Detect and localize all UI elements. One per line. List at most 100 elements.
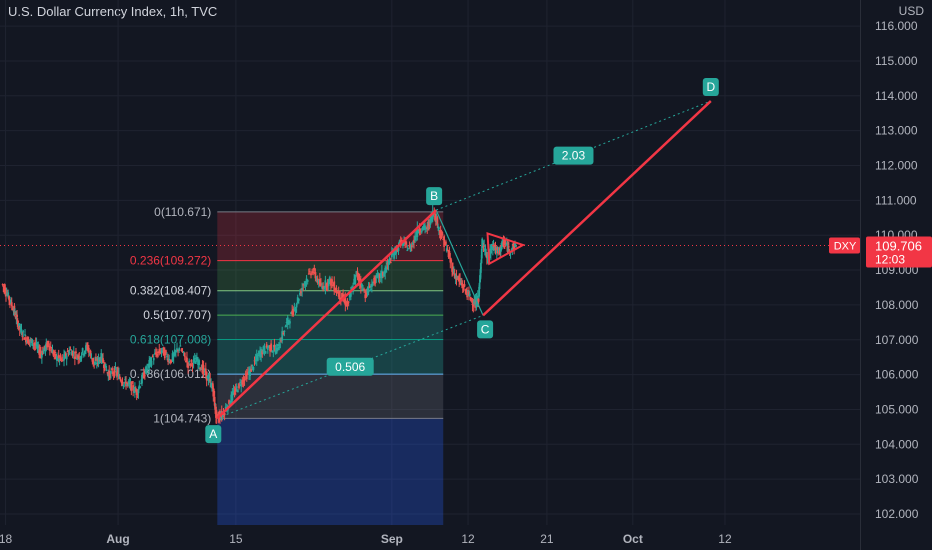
candle-body bbox=[356, 271, 359, 278]
candle-body bbox=[283, 330, 286, 333]
candle-body bbox=[80, 355, 83, 359]
candle-body bbox=[291, 310, 294, 315]
candle-body bbox=[246, 372, 249, 374]
candle-body bbox=[463, 284, 466, 287]
fib-level-label: 0.786(106.012) bbox=[130, 367, 211, 381]
candle-body bbox=[377, 273, 380, 278]
candle-body bbox=[443, 236, 446, 247]
candle-body bbox=[201, 364, 204, 374]
candle-body bbox=[419, 231, 422, 233]
symbol-tag-box[interactable] bbox=[829, 237, 860, 254]
candle-body bbox=[389, 262, 392, 264]
candle-body bbox=[496, 247, 499, 251]
candle-body bbox=[171, 353, 174, 361]
candle-body bbox=[407, 248, 410, 250]
candle-body bbox=[321, 286, 323, 289]
candle-body bbox=[256, 354, 259, 361]
candle-body bbox=[290, 312, 292, 314]
point-label-d: D bbox=[706, 80, 715, 94]
candle-body bbox=[417, 229, 420, 234]
candle-body bbox=[25, 337, 27, 343]
candle-body bbox=[57, 354, 60, 358]
candle-body bbox=[375, 274, 378, 279]
candle-body bbox=[56, 359, 59, 361]
candle-body bbox=[234, 388, 237, 392]
candle-body bbox=[248, 371, 250, 375]
candle-body bbox=[233, 392, 236, 395]
candle-body bbox=[273, 344, 276, 348]
candle-body bbox=[345, 303, 348, 307]
candle-body bbox=[505, 242, 508, 244]
candle-body bbox=[379, 273, 382, 278]
candle-body bbox=[48, 346, 51, 351]
candle-body bbox=[77, 355, 80, 359]
candle-body bbox=[243, 379, 246, 382]
currency-label[interactable]: USD bbox=[898, 4, 924, 18]
candle-body bbox=[168, 358, 171, 361]
candle-body bbox=[411, 242, 414, 245]
candle-body bbox=[384, 267, 387, 274]
candle-body bbox=[146, 368, 148, 371]
candle-body bbox=[149, 357, 152, 363]
candle-body bbox=[141, 375, 143, 384]
candle-body bbox=[244, 373, 247, 376]
candle-body bbox=[113, 368, 116, 376]
candle-body bbox=[400, 239, 403, 242]
candle-body bbox=[303, 283, 306, 285]
candle-body bbox=[260, 349, 263, 357]
candle-body bbox=[1, 284, 4, 286]
candle-body bbox=[404, 240, 407, 243]
candle-body bbox=[450, 259, 453, 263]
candle-body bbox=[75, 351, 77, 354]
candle-body bbox=[222, 413, 225, 417]
candle-body bbox=[239, 381, 242, 383]
candle-body bbox=[462, 287, 465, 291]
candle-body bbox=[150, 360, 153, 366]
candle-body bbox=[332, 284, 335, 287]
candle-body bbox=[361, 284, 363, 287]
candle-body bbox=[307, 273, 310, 275]
y-axis-tick-label: 115.000 bbox=[875, 54, 918, 68]
candle-body bbox=[191, 364, 194, 367]
candle-body bbox=[495, 247, 498, 254]
candle-body bbox=[366, 288, 369, 293]
candle-body bbox=[286, 317, 289, 325]
candle-body bbox=[380, 270, 383, 279]
candle-body bbox=[328, 276, 331, 281]
candle-body bbox=[513, 243, 516, 250]
candle-body bbox=[505, 244, 508, 246]
y-axis-tick-label: 108.000 bbox=[875, 298, 919, 312]
candle-body bbox=[209, 378, 212, 382]
candle-body bbox=[416, 226, 419, 237]
candle-body bbox=[193, 358, 196, 360]
x-axis-tick-label: 21 bbox=[540, 532, 554, 546]
candle-body bbox=[441, 232, 444, 236]
candle-body bbox=[85, 345, 87, 351]
candle-body bbox=[122, 384, 125, 386]
candle-body bbox=[418, 228, 421, 231]
candle-body bbox=[306, 279, 309, 282]
candle-body bbox=[371, 283, 373, 287]
candle-body bbox=[285, 322, 288, 324]
candle-body bbox=[68, 350, 71, 354]
candle-body bbox=[392, 253, 394, 255]
candle-body bbox=[245, 373, 248, 380]
candle-body bbox=[362, 288, 364, 291]
symbol-tag-label: DXY bbox=[834, 240, 857, 252]
candle-body bbox=[153, 353, 156, 355]
candle-body bbox=[271, 351, 274, 353]
ratio-label-ac-box bbox=[326, 357, 374, 376]
candle-body bbox=[317, 279, 320, 285]
candle-body bbox=[498, 251, 501, 253]
candle-body bbox=[66, 351, 69, 353]
candle-body bbox=[358, 278, 361, 283]
y-axis-tick-label: 113.000 bbox=[875, 124, 918, 138]
price-tag-box bbox=[866, 236, 932, 268]
candle-body bbox=[14, 311, 16, 313]
candle-body bbox=[265, 344, 268, 348]
candle-body bbox=[72, 352, 75, 354]
candle-body bbox=[275, 347, 278, 354]
candle-body bbox=[174, 350, 177, 352]
candle-body bbox=[378, 273, 381, 278]
